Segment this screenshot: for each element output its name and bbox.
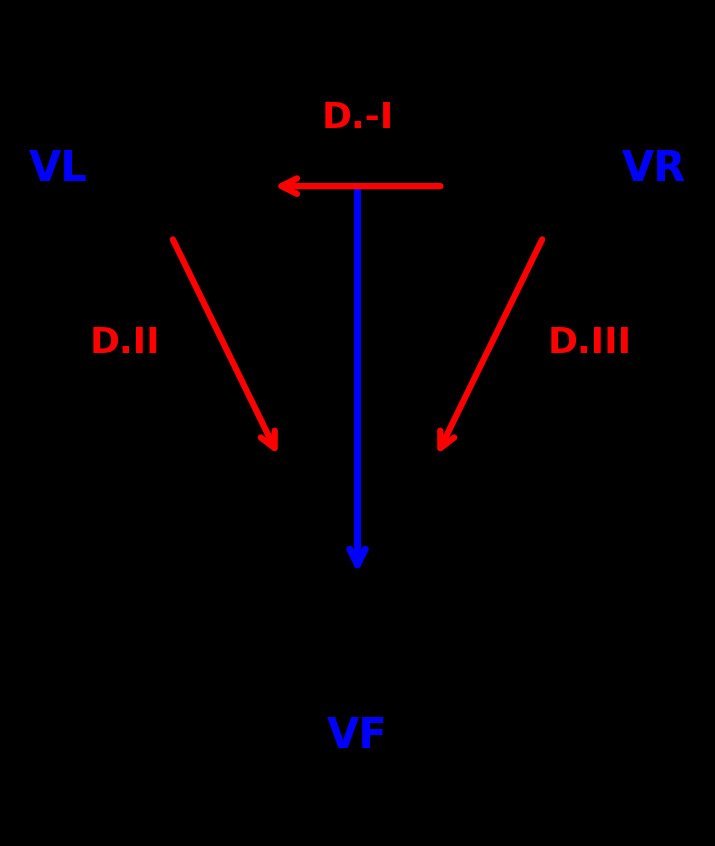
- Text: VR: VR: [622, 148, 686, 190]
- Text: D.II: D.II: [90, 326, 160, 360]
- Text: D.-I: D.-I: [321, 102, 394, 135]
- Text: VL: VL: [29, 148, 87, 190]
- Text: VF: VF: [327, 715, 388, 757]
- Text: D.III: D.III: [548, 326, 632, 360]
